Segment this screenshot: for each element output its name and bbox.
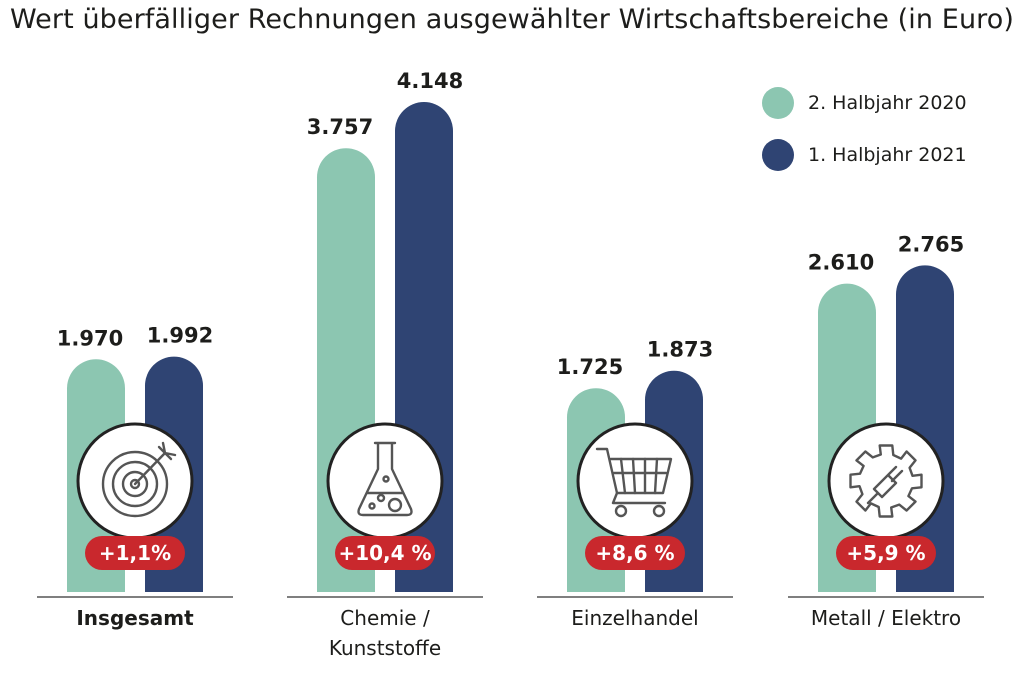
category-label-2: Chemie / Kunststoffe (328, 606, 442, 660)
shopping-cart-icon (576, 422, 694, 540)
change-badge: +1,1% (85, 536, 185, 570)
legend-swatch-series-2 (762, 139, 794, 171)
legend-label-series-2: 1. Halbjahr 2021 (808, 144, 967, 166)
data-label-1-4: 2.610 (808, 251, 874, 275)
chart-title: Wert überfälliger Rechnungen ausgewählte… (9, 4, 1015, 35)
data-label-2-2: 4.148 (397, 69, 463, 93)
legend: 2. Halbjahr 2020 1. Halbjahr 2021 (762, 77, 967, 181)
data-label-2-3: 1.873 (647, 338, 713, 362)
legend-item-series-2: 1. Halbjahr 2021 (762, 129, 967, 181)
target-icon (76, 422, 194, 540)
legend-swatch-series-1 (762, 87, 794, 119)
category-label-3: Einzelhandel (571, 606, 699, 630)
data-label-1-2: 3.757 (307, 115, 373, 139)
change-badge: +8,6 % (585, 536, 685, 570)
data-label-1-1: 1.970 (57, 326, 123, 350)
data-label-1-3: 1.725 (557, 355, 623, 379)
change-label-1: +1,1% (99, 541, 171, 565)
flask-icon (326, 422, 444, 540)
category-label-1: Insgesamt (76, 606, 194, 630)
category-label-4: Metall / Elektro (810, 606, 962, 630)
change-label-2: +10,4 % (338, 541, 431, 565)
legend-item-series-1: 2. Halbjahr 2020 (762, 77, 967, 129)
legend-label-series-1: 2. Halbjahr 2020 (808, 92, 967, 114)
data-label-2-1: 1.992 (147, 324, 213, 348)
change-label-4: +5,9 % (846, 541, 925, 565)
change-label-3: +8,6 % (595, 541, 674, 565)
gear-plug-icon (827, 422, 945, 540)
change-badge: +10,4 % (335, 536, 435, 570)
change-badge: +5,9 % (836, 536, 936, 570)
data-label-2-4: 2.765 (898, 232, 964, 256)
